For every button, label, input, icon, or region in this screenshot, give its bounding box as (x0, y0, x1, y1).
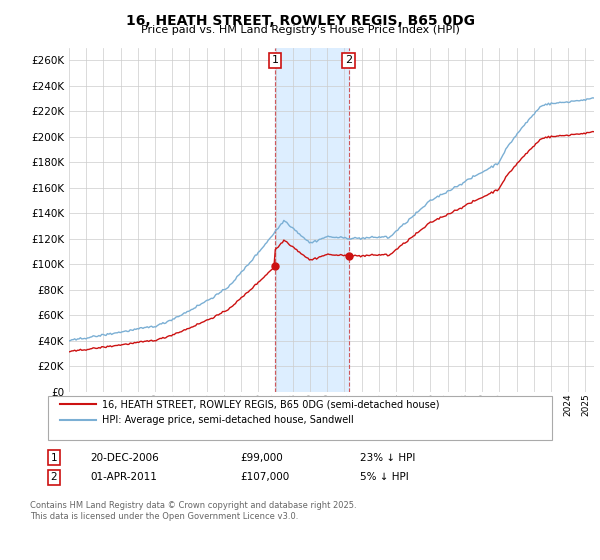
Text: 23% ↓ HPI: 23% ↓ HPI (360, 452, 415, 463)
Text: 1: 1 (50, 452, 58, 463)
Text: 2: 2 (50, 472, 58, 482)
Text: 16, HEATH STREET, ROWLEY REGIS, B65 0DG: 16, HEATH STREET, ROWLEY REGIS, B65 0DG (125, 14, 475, 28)
Text: £99,000: £99,000 (240, 452, 283, 463)
Text: Contains HM Land Registry data © Crown copyright and database right 2025.
This d: Contains HM Land Registry data © Crown c… (30, 501, 356, 521)
Text: 20-DEC-2006: 20-DEC-2006 (90, 452, 159, 463)
Text: 16, HEATH STREET, ROWLEY REGIS, B65 0DG (semi-detached house): 16, HEATH STREET, ROWLEY REGIS, B65 0DG … (102, 399, 439, 409)
Text: Price paid vs. HM Land Registry's House Price Index (HPI): Price paid vs. HM Land Registry's House … (140, 25, 460, 35)
Text: 1: 1 (272, 55, 278, 66)
Text: HPI: Average price, semi-detached house, Sandwell: HPI: Average price, semi-detached house,… (102, 415, 354, 425)
Bar (275, 48, 349, 392)
Text: 2: 2 (345, 55, 352, 66)
Text: 01-APR-2011: 01-APR-2011 (90, 472, 157, 482)
Text: 5% ↓ HPI: 5% ↓ HPI (360, 472, 409, 482)
Text: £107,000: £107,000 (240, 472, 289, 482)
